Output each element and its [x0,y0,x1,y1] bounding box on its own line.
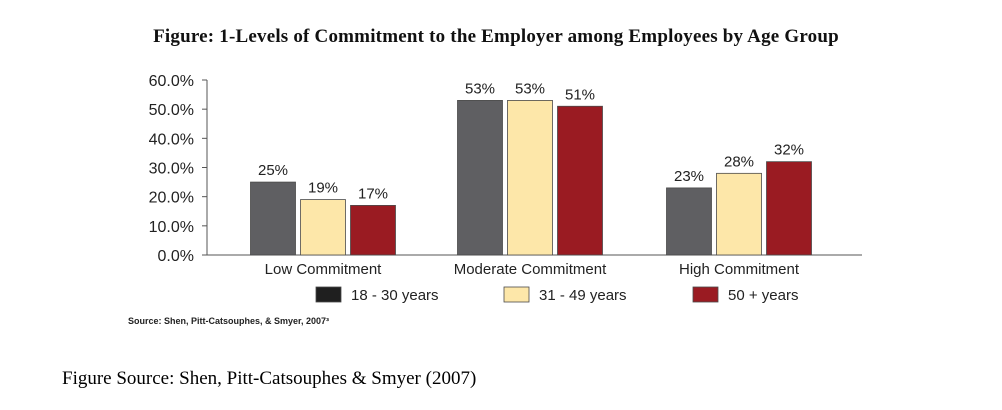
bar [350,205,396,256]
data-label: 28% [724,153,754,170]
y-tick-label: 20.0% [149,190,194,207]
y-tick-label: 40.0% [149,131,194,148]
legend-swatch [503,286,530,303]
data-label: 51% [565,86,595,103]
data-label: 19% [308,180,338,197]
y-tick-label: 60.0% [149,73,194,90]
bar [557,105,603,256]
bar [716,172,762,256]
chart-source-note: Source: Shen, Pitt-Catsouphes, & Smyer, … [128,316,330,326]
legend-label: 18 - 30 years [351,287,439,304]
legend-label: 31 - 49 years [539,287,627,304]
bar [250,181,296,256]
bar [766,161,812,256]
figure-source: Figure Source: Shen, Pitt-Catsouphes & S… [62,368,477,389]
data-label: 17% [358,185,388,202]
bar [300,199,346,256]
y-tick-label: 50.0% [149,102,194,119]
bar-chart: 0.0% 10.0% 20.0% 30.0% 40.0% 50.0% 60.0% 25% 19%… [149,73,862,304]
legend-label: 50 + years [728,287,798,304]
data-label: 32% [774,142,804,159]
data-label: 53% [515,80,545,97]
y-tick-label: 0.0% [158,248,194,265]
data-label: 23% [674,168,704,185]
bar [507,100,553,256]
legend-swatch [315,286,342,303]
x-category-label: High Commitment [679,261,800,278]
bar [666,187,712,256]
y-tick-label: 10.0% [149,219,194,236]
figure-title: Figure: 1-Levels of Commitment to the Em… [153,26,839,47]
y-tick-label: 30.0% [149,161,194,178]
data-label: 25% [258,162,288,179]
x-category-label: Moderate Commitment [454,261,607,278]
bar [457,100,503,256]
data-label: 53% [465,80,495,97]
legend-swatch [692,286,719,303]
x-category-label: Low Commitment [265,261,383,278]
